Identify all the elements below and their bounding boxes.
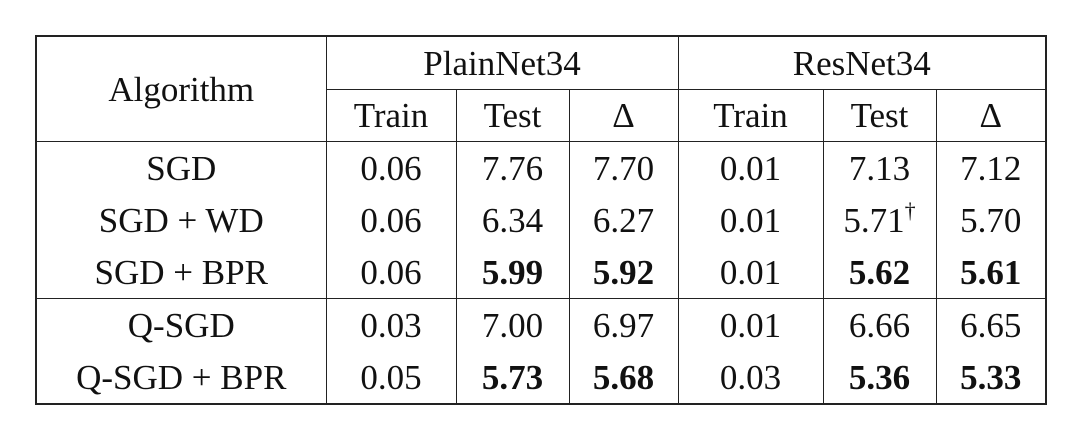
- cell-value: 5.71: [843, 200, 905, 240]
- column-header: Δ: [568, 89, 678, 142]
- table-cell: 0.01: [677, 141, 823, 194]
- table-row: SGD + WD 0.06 6.34 6.27 0.01 5.71† 5.70: [36, 194, 1046, 246]
- cell-value: 5.68: [592, 357, 655, 397]
- table-cell: 7.12: [935, 141, 1046, 194]
- table-cell: 6.65: [935, 298, 1046, 351]
- table-cell: 5.71†: [822, 194, 936, 246]
- cell-value: 5.36: [848, 357, 911, 397]
- table-row: Q-SGD + BPR 0.05 5.73 5.68 0.03 5.36 5.33: [36, 351, 1046, 404]
- table-cell: 0.01: [677, 298, 823, 351]
- group-header: ResNet34: [677, 36, 1046, 90]
- table-row: SGD 0.06 7.76 7.70 0.01 7.13 7.12: [36, 141, 1046, 194]
- table-cell: 6.97: [568, 298, 678, 351]
- cell-value: 5.73: [481, 357, 544, 397]
- algorithm-name: SGD + WD: [98, 200, 264, 240]
- table-cell: 0.03: [677, 351, 823, 404]
- table-cell: 5.61: [935, 246, 1046, 299]
- algorithm-name: Q-SGD + BPR: [76, 357, 287, 397]
- column-header: Train: [677, 89, 823, 142]
- column-header: Δ: [935, 89, 1046, 142]
- table-cell: 6.66: [822, 298, 936, 351]
- table-cell: 7.13: [822, 141, 936, 194]
- table-cell: 6.34: [455, 194, 569, 246]
- table-cell: 0.05: [325, 351, 456, 404]
- footnote-mark: †: [904, 197, 916, 223]
- cell-value: 5.61: [960, 252, 1022, 292]
- cell-value: 5.62: [848, 252, 911, 292]
- table-row: SGD + BPR 0.06 5.99 5.92 0.01 5.62 5.61: [36, 246, 1046, 299]
- group-header: PlainNet34: [325, 36, 678, 90]
- table-cell: 5.68: [568, 351, 678, 404]
- table-cell: 0.01: [677, 246, 823, 299]
- cell-value: 5.92: [592, 252, 655, 292]
- header-row: Train Test Δ Train Test Δ: [36, 89, 1046, 142]
- header-row: Algorithm PlainNet34 ResNet34: [36, 36, 1046, 142]
- table-cell: 0.06: [325, 141, 456, 194]
- table-cell: 5.36: [822, 351, 936, 404]
- header-cell: Algorithm: [36, 36, 326, 142]
- table-cell: 5.92: [568, 246, 678, 299]
- results-table: Algorithm PlainNet34 ResNet34 Train Test Δ Tra…: [35, 35, 1047, 405]
- column-header: Train: [325, 89, 456, 142]
- table-cell: 5.73: [455, 351, 569, 404]
- algorithm-name: SGD + BPR: [36, 246, 326, 299]
- table-cell: 7.70: [568, 141, 678, 194]
- cell-value: 5.99: [481, 252, 544, 292]
- table-cell: 0.03: [325, 298, 456, 351]
- table-cell: 7.00: [455, 298, 569, 351]
- table-row: Q-SGD 0.03 7.00 6.97 0.01 6.66 6.65: [36, 298, 1046, 351]
- table-cell: 5.99: [455, 246, 569, 299]
- table-cell: 7.76: [455, 141, 569, 194]
- column-header: Test: [822, 89, 936, 142]
- table-cell: 0.01: [677, 194, 823, 246]
- algorithm-name: SGD: [146, 148, 217, 188]
- table-cell: 5.33: [935, 351, 1046, 404]
- table-cell: 0.06: [325, 194, 456, 246]
- algorithm-name: Q-SGD: [127, 305, 235, 345]
- table-cell: 5.62: [822, 246, 936, 299]
- table-cell: 0.06: [325, 246, 456, 299]
- table-cell: 6.27: [568, 194, 678, 246]
- column-header: Test: [455, 89, 569, 142]
- table-cell: 5.70: [935, 194, 1046, 246]
- cell-value: 5.33: [960, 357, 1022, 397]
